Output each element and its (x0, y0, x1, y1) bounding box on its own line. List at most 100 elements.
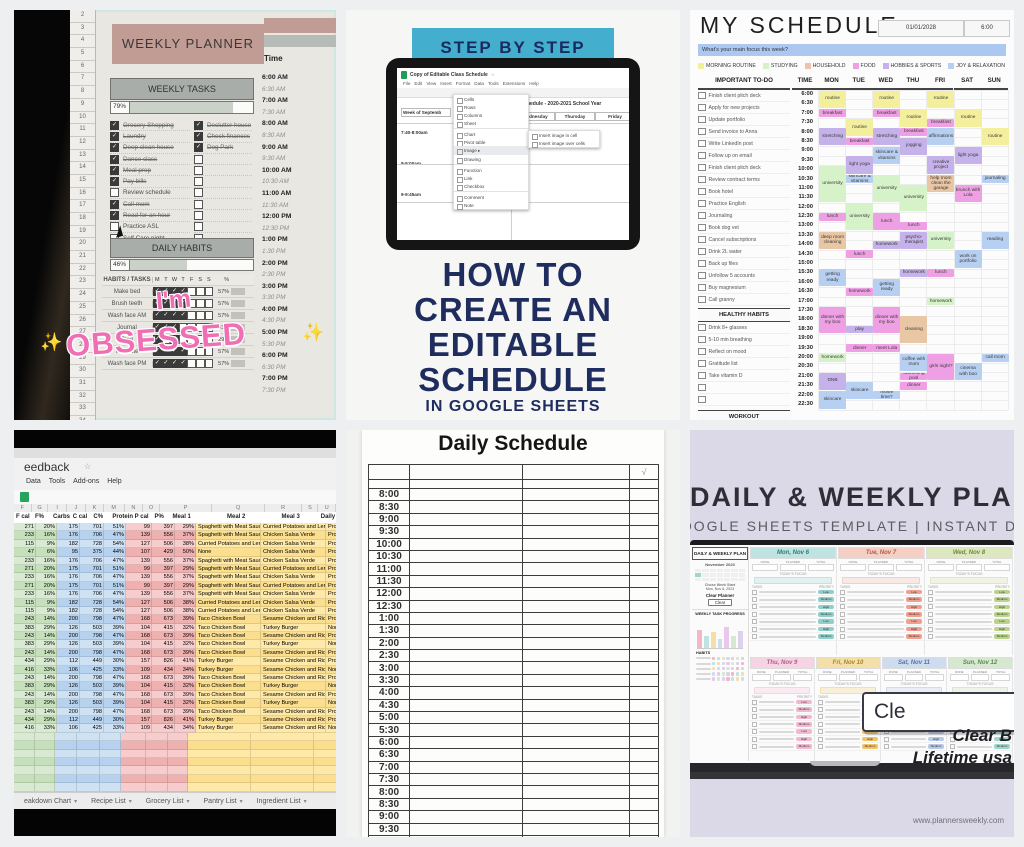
schedule-block[interactable]: skincare & vitamins (873, 146, 901, 165)
table-row[interactable]: 434 29% 112 449 30% 157 826 41% Turkey Burger Ses… (14, 657, 336, 666)
column-letter[interactable]: M (104, 504, 125, 512)
menu-item[interactable]: Edit (414, 81, 423, 86)
habit-checkbox[interactable] (204, 347, 214, 356)
menu-item[interactable]: Help (529, 81, 539, 86)
table-row[interactable]: 243 14% 200 798 47% 168 673 39% Taco Chicken Bow… (14, 615, 336, 624)
task-checkbox[interactable] (818, 714, 823, 720)
todo-checkbox[interactable] (698, 163, 706, 172)
task-checkbox[interactable] (928, 589, 933, 595)
column-letter[interactable]: U (318, 504, 336, 512)
table-row[interactable]: 47 6% 95 375 44% 107 429 50% None Chicken Salsa V… (14, 548, 336, 557)
schedule-block[interactable]: breakfast (873, 109, 901, 118)
mini-task-row[interactable]: Low (838, 619, 924, 626)
schedule-block[interactable]: stretching (819, 128, 847, 146)
task-checkbox[interactable]: ✓ (110, 177, 119, 187)
habit-dot[interactable] (712, 666, 716, 671)
insert-menu-item[interactable]: Sheet (454, 119, 528, 128)
table-row[interactable]: 434 29% 112 449 30% 157 826 41% Turkey Burger Ses… (14, 715, 336, 725)
sheet-tab[interactable]: Recipe List ▾ (91, 798, 132, 805)
schedule-block[interactable]: creative project (927, 156, 955, 174)
task-checkbox[interactable] (818, 721, 823, 727)
priority-pill[interactable]: Low (994, 589, 1010, 595)
habit-dot[interactable] (740, 656, 745, 661)
column-letter[interactable]: N (125, 504, 144, 512)
habit-dot[interactable] (726, 677, 730, 681)
habit-dot[interactable] (712, 677, 716, 681)
calendar-day-cell[interactable] (716, 569, 724, 573)
habit-dot[interactable] (716, 671, 721, 676)
habit-checkbox[interactable] (196, 311, 205, 320)
todo-checkbox[interactable] (698, 259, 706, 268)
task-checkbox[interactable] (752, 744, 757, 750)
calendar-day-cell[interactable] (709, 577, 716, 582)
habit-checkbox[interactable]: ✓ (153, 335, 162, 344)
task-checkbox[interactable]: ✓ (110, 143, 119, 153)
task-checkbox[interactable] (194, 177, 203, 187)
habit-dot[interactable] (735, 666, 740, 671)
task-checkbox[interactable]: ✓ (110, 211, 119, 221)
habit-checkbox[interactable]: ✓ (170, 311, 179, 320)
schedule-block[interactable]: stretching (873, 128, 901, 146)
habit-checkbox[interactable] (196, 323, 205, 332)
priority-pill[interactable]: Medium (796, 707, 812, 712)
submenu-item[interactable]: Insert image over cells (529, 139, 599, 148)
calendar-day-cell[interactable] (731, 569, 738, 573)
schedule-block[interactable]: routine (873, 90, 901, 108)
schedule-block[interactable]: breakfast (900, 128, 928, 136)
habit-checkbox[interactable] (196, 287, 205, 296)
mini-task-row[interactable]: High (882, 736, 946, 744)
table-row[interactable]: 271 20% 175 701 51% 99 397 29% Spaghetti with Me… (14, 564, 336, 574)
insert-menu-item[interactable]: Comment (454, 193, 528, 202)
task-checkbox[interactable] (752, 597, 757, 603)
mini-task-row[interactable]: Medium (750, 721, 814, 729)
insert-menu-item[interactable]: Image ▸ (454, 146, 528, 155)
habit-dot[interactable] (712, 656, 716, 661)
schedule-block[interactable]: lunch (819, 212, 847, 221)
schedule-block[interactable]: affirmations (927, 128, 955, 146)
priority-pill[interactable]: Medium (818, 634, 834, 639)
task-checkbox[interactable]: ✓ (110, 154, 119, 164)
habit-checkbox[interactable]: ✓ (153, 359, 162, 368)
task-checkbox[interactable] (752, 729, 757, 735)
focus-question-bar[interactable]: What's your main focus this week? (698, 44, 1006, 56)
column-letter[interactable]: R (265, 504, 303, 512)
priority-pill[interactable]: High (994, 604, 1010, 610)
table-row[interactable]: 233 16% 176 706 47% 139 556 37% Spaghetti with M… (14, 531, 336, 540)
task-checkbox[interactable] (752, 721, 757, 727)
schedule-block[interactable]: psycho- therapist (900, 231, 928, 249)
schedule-block[interactable]: lunch (900, 222, 928, 230)
priority-pill[interactable]: Low (906, 619, 922, 625)
table-row[interactable]: 383 29% 126 503 39% 104 415 32% Taco Chicken Bow… (14, 640, 336, 649)
habit-checkbox[interactable] (187, 299, 196, 308)
task-checkbox[interactable] (950, 744, 955, 750)
habit-dot[interactable] (731, 671, 735, 676)
date-cell[interactable]: 01/01/2028 (878, 20, 964, 37)
schedule-block[interactable]: getting ready (873, 278, 901, 296)
habit-checkbox[interactable]: ✓ (161, 311, 171, 320)
priority-pill[interactable]: Medium (862, 744, 878, 749)
schedule-block[interactable]: dinner (900, 381, 928, 390)
pin-my-schedule-template[interactable]: MY SCHEDULE 01/01/2028 6:00 What's your … (690, 10, 1014, 420)
menu-item[interactable]: Tools (487, 81, 499, 86)
task-checkbox[interactable]: ✓ (194, 143, 203, 153)
task-checkbox[interactable] (840, 604, 845, 610)
sheet-tab[interactable]: Grocery List ▾ (146, 798, 190, 805)
task-checkbox[interactable] (840, 611, 845, 617)
schedule-block[interactable]: breakfast (927, 118, 955, 127)
menu-item[interactable]: File (403, 81, 411, 86)
habit-checkbox[interactable] (698, 347, 706, 356)
column-letter[interactable]: J (67, 504, 87, 512)
schedule-block[interactable]: homework (873, 240, 901, 249)
priority-pill[interactable]: Medium (818, 597, 834, 602)
insert-menu-item[interactable]: Drawing (454, 155, 528, 164)
schedule-block[interactable]: dinner with my boo (873, 306, 901, 334)
column-letter[interactable]: I (48, 504, 67, 512)
habit-checkbox[interactable]: ✓ (170, 347, 179, 356)
calendar-day-cell[interactable] (702, 573, 709, 577)
insert-menu-item[interactable]: Columns (454, 111, 528, 120)
task-checkbox[interactable] (840, 619, 845, 625)
habit-checkbox[interactable]: ✓ (153, 287, 162, 296)
habit-dot[interactable] (726, 661, 730, 666)
schedule-block[interactable]: light yoga (846, 156, 874, 174)
habit-dot[interactable] (721, 666, 725, 671)
